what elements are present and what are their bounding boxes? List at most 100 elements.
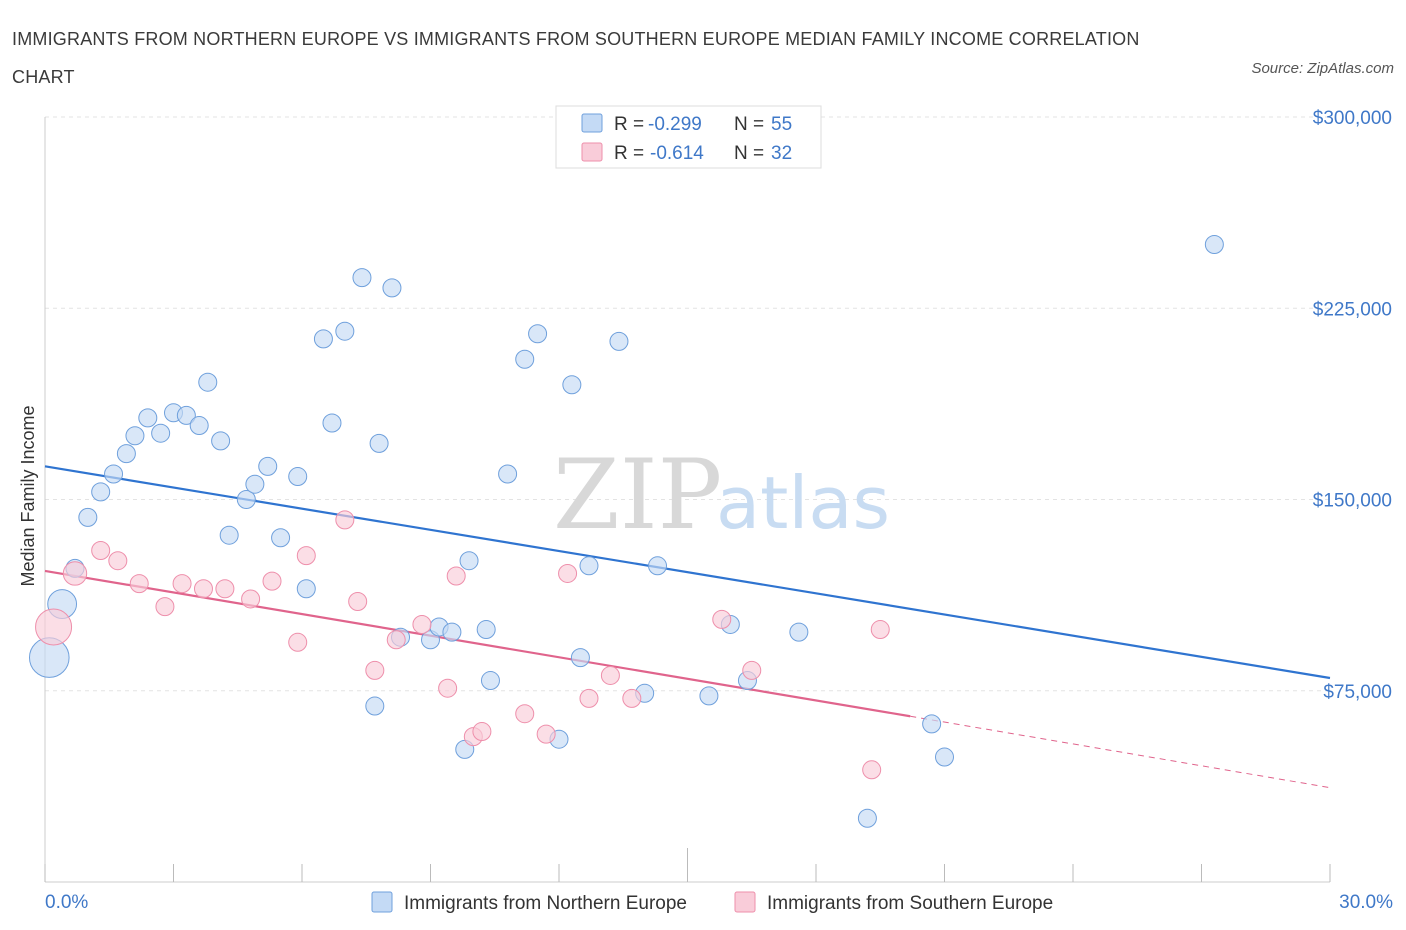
watermark-atlas: atlas — [716, 461, 890, 545]
chart-title: IMMIGRANTS FROM NORTHERN EUROPE VS IMMIG… — [12, 29, 1140, 87]
southern-point — [35, 608, 73, 646]
northern-point — [789, 622, 809, 642]
northern-point — [288, 467, 308, 487]
x-tick-label-min: 0.0% — [45, 892, 88, 913]
trend-lines — [44, 465, 1331, 789]
northern-point — [335, 321, 355, 341]
legend-swatch-southern — [581, 142, 603, 162]
legend-swatch-northern — [581, 113, 603, 133]
southern-point — [91, 541, 111, 560]
southern-trend-line — [44, 569, 911, 718]
southern-point — [870, 620, 890, 640]
y-tick-label: $300,000 — [1313, 108, 1392, 129]
northern-point — [189, 416, 209, 436]
series-swatch-southern — [734, 891, 756, 913]
northern-point — [699, 686, 719, 706]
northern-point — [352, 268, 372, 288]
northern-point — [476, 620, 496, 640]
southern-point — [62, 561, 88, 586]
northern-point — [382, 278, 402, 298]
southern-point — [558, 563, 578, 583]
northern-point — [296, 579, 316, 599]
scatter-points — [28, 235, 1224, 828]
northern-point — [1204, 235, 1224, 254]
northern-point — [176, 405, 196, 425]
southern-point — [172, 574, 192, 594]
northern-point — [922, 714, 942, 734]
northern-point — [857, 808, 877, 828]
northern-point — [562, 375, 582, 395]
northern-point — [459, 551, 479, 571]
southern-point — [412, 614, 432, 634]
x-tick-label-max: 30.0% — [1339, 892, 1393, 913]
y-axis-label: Median Family Income — [18, 405, 38, 586]
source-label: Source: ZipAtlas.com — [1251, 60, 1394, 77]
y-tick-labels: $75,000 $150,000 $225,000 $300,000 — [1313, 108, 1392, 703]
northern-point — [442, 622, 462, 642]
watermark-zip: ZIP — [553, 439, 722, 551]
southern-point — [446, 566, 466, 586]
legend-n-value-southern: 32 — [771, 143, 792, 164]
legend-n-label-southern: N = — [734, 143, 764, 164]
series-swatch-northern — [371, 891, 393, 913]
legend-r-label-northern: R = — [614, 114, 644, 135]
northern-point — [480, 671, 500, 691]
northern-point — [365, 696, 385, 716]
northern-point — [313, 329, 333, 349]
northern-point — [198, 372, 218, 392]
southern-point — [288, 632, 308, 652]
northern-point — [104, 464, 124, 484]
southern-point — [386, 630, 406, 650]
northern-point — [570, 648, 590, 668]
northern-point — [579, 556, 599, 576]
southern-point — [241, 589, 261, 609]
series-label-northern: Immigrants from Northern Europe — [404, 893, 687, 914]
southern-point — [579, 688, 599, 708]
series-legend: Immigrants from Northern Europe Immigran… — [371, 891, 1053, 914]
southern-point — [600, 665, 620, 685]
legend-r-value-southern: -0.614 — [650, 143, 704, 164]
northern-point — [219, 525, 239, 545]
northern-point — [125, 426, 145, 446]
legend-n-value-northern: 55 — [771, 114, 792, 135]
legend-r-label-southern: R = — [614, 143, 644, 164]
southern-point — [129, 574, 149, 594]
series-label-southern: Immigrants from Southern Europe — [767, 893, 1053, 914]
southern-point — [155, 597, 175, 617]
southern-point — [742, 660, 762, 680]
northern-point — [369, 433, 389, 453]
northern-point — [116, 444, 136, 464]
southern-point — [438, 678, 458, 698]
correlation-legend: R = -0.299 N = 55 R = -0.614 N = 32 — [555, 105, 822, 169]
northern-point — [498, 464, 518, 484]
southern-point — [193, 579, 213, 599]
southern-point — [536, 724, 556, 744]
southern-point — [215, 579, 235, 599]
legend-n-label-northern: N = — [734, 114, 764, 135]
northern-point — [609, 331, 629, 351]
axes — [44, 117, 1331, 883]
y-tick-label: $150,000 — [1313, 491, 1392, 512]
northern-point — [322, 413, 342, 433]
southern-point — [262, 571, 282, 591]
northern-point — [271, 528, 291, 548]
southern-point — [348, 592, 368, 611]
northern-point — [528, 324, 548, 344]
northern-point — [245, 474, 265, 494]
northern-point — [935, 747, 954, 767]
x-tick-labels: 0.0% 30.0% — [45, 892, 1393, 913]
northern-point — [151, 423, 171, 443]
southern-point — [622, 688, 642, 708]
southern-point — [472, 722, 492, 742]
southern-trend-extension — [910, 715, 1331, 789]
northern-trend-line — [44, 465, 1331, 680]
southern-point — [108, 551, 128, 571]
grid-lines — [45, 116, 1330, 692]
southern-point — [365, 660, 385, 680]
southern-point — [515, 704, 535, 724]
northern-point — [138, 408, 158, 428]
northern-point — [648, 556, 668, 576]
southern-point — [335, 510, 355, 530]
legend-r-value-northern: -0.299 — [648, 114, 702, 135]
